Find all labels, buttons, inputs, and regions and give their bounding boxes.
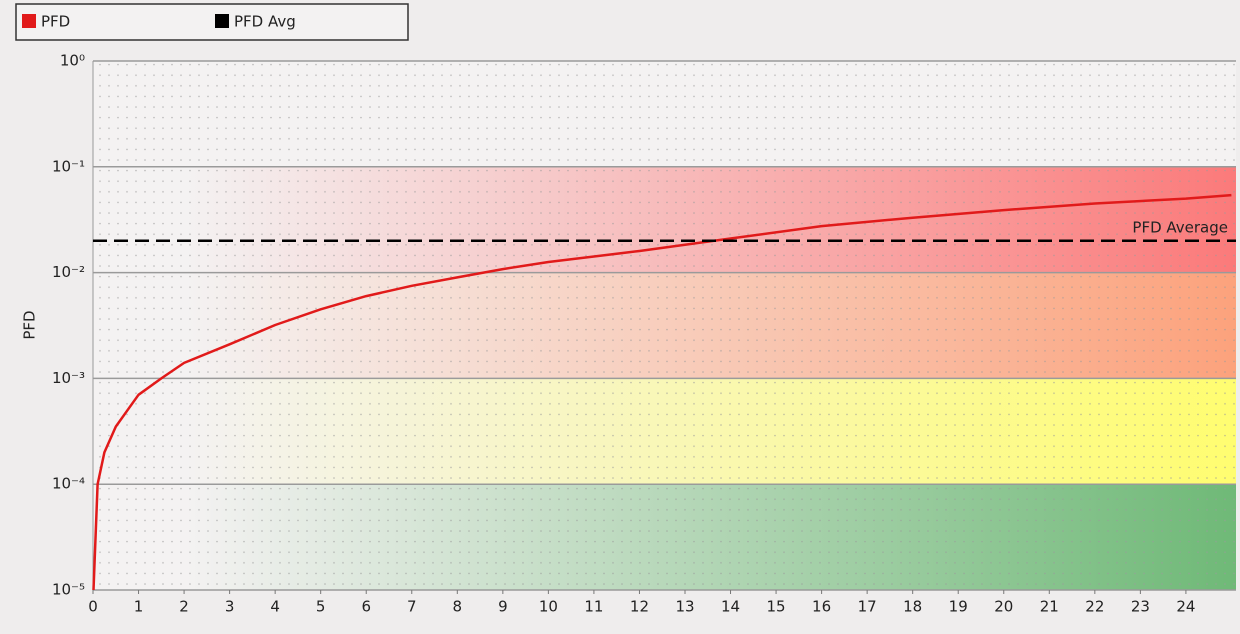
- x-tick-label: 18: [903, 598, 922, 616]
- legend-swatch: [215, 14, 229, 28]
- x-tick-label: 8: [453, 598, 463, 616]
- x-tick-label: 15: [767, 598, 786, 616]
- y-tick-label: 10⁻²: [52, 263, 85, 281]
- x-tick-label: 4: [270, 598, 280, 616]
- x-tick-label: 9: [498, 598, 508, 616]
- y-tick-label: 10⁻⁵: [52, 581, 85, 599]
- x-tick-label: 5: [316, 598, 326, 616]
- y-tick-label: 10⁻³: [52, 369, 85, 387]
- x-tick-label: 23: [1131, 598, 1150, 616]
- x-tick-label: 7: [407, 598, 417, 616]
- x-tick-label: 2: [179, 598, 189, 616]
- x-tick-label: 22: [1085, 598, 1104, 616]
- y-tick-label: 10⁰: [60, 52, 85, 70]
- x-tick-label: 13: [675, 598, 694, 616]
- y-tick-label: 10⁻¹: [52, 157, 85, 175]
- x-tick-label: 17: [858, 598, 877, 616]
- pfd-line: [92, 193, 1232, 591]
- x-tick-label: 24: [1176, 598, 1195, 616]
- x-tick-label: 21: [1040, 598, 1059, 616]
- minor-grid: [93, 61, 1236, 590]
- x-tick-label: 6: [361, 598, 371, 616]
- x-tick-label: 14: [721, 598, 740, 616]
- x-tick-label: 0: [88, 598, 98, 616]
- x-tick-label: 12: [630, 598, 649, 616]
- x-tick-label: 19: [949, 598, 968, 616]
- legend-swatch: [22, 14, 36, 28]
- legend-box: [15, 3, 409, 41]
- y-axis-label: PFD: [21, 310, 39, 339]
- legend-label: PFD: [41, 13, 70, 31]
- y-tick-label: 10⁻⁴: [52, 475, 85, 493]
- x-tick-label: 1: [134, 598, 144, 616]
- x-tick-label: 16: [812, 598, 831, 616]
- x-tick-label: 10: [539, 598, 558, 616]
- x-tick-label: 11: [584, 598, 603, 616]
- x-tick-label: 20: [994, 598, 1013, 616]
- average-label: PFD Average: [1132, 218, 1228, 236]
- x-tick-label: 3: [225, 598, 235, 616]
- legend-label: PFD Avg: [234, 13, 296, 31]
